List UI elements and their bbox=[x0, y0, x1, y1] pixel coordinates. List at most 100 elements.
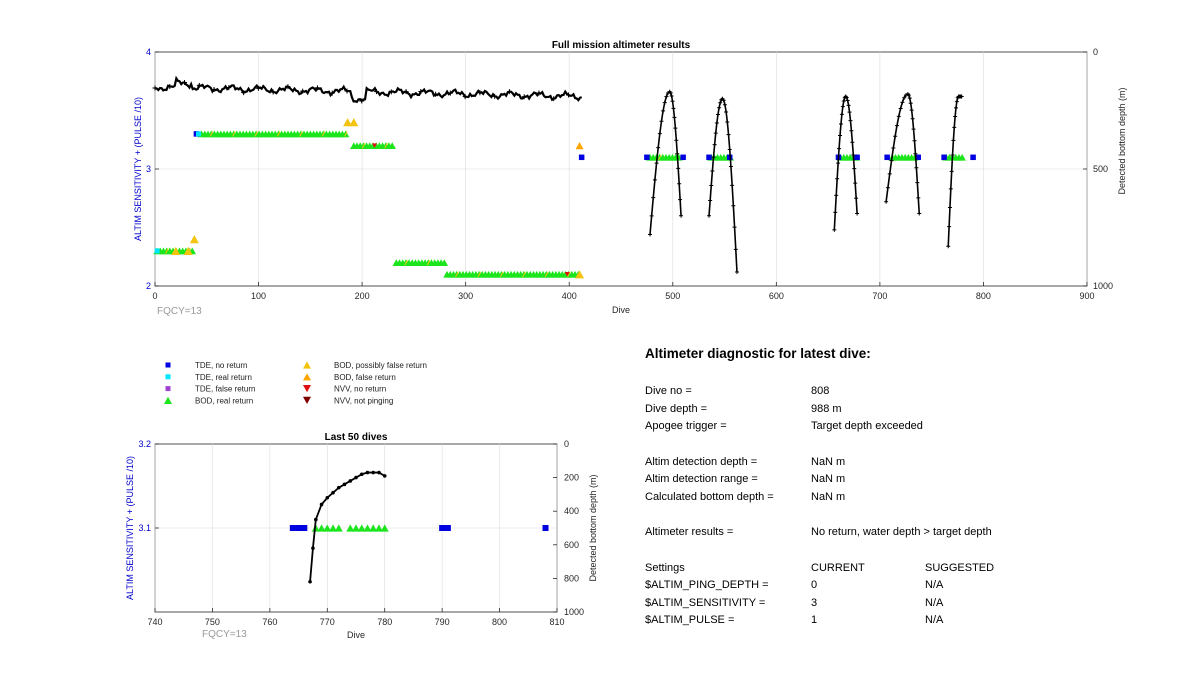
depth-arch-marker bbox=[727, 147, 732, 152]
depth-arch-marker bbox=[675, 151, 680, 156]
legend-label: NVV, no return bbox=[334, 385, 386, 394]
depth-arch-marker bbox=[734, 269, 739, 274]
depth-arch-marker bbox=[659, 119, 664, 124]
depth-arch-marker bbox=[894, 123, 899, 128]
bod-possible-false-marker bbox=[189, 235, 199, 244]
last-50-dives-chart: 740 750 760 770 780 790 800 810 3.1 3.2 0 200 400 6… bbox=[125, 432, 598, 640]
bod-real-marker bbox=[346, 524, 355, 532]
x-tick-label: 100 bbox=[251, 291, 266, 301]
depth-arch-marker bbox=[656, 145, 661, 150]
setting-current: 1 bbox=[811, 614, 818, 626]
bod-real-marker bbox=[317, 524, 326, 532]
legend: TDE, no return TDE, real return TDE, false… bbox=[164, 361, 427, 405]
depth-arch-marker bbox=[844, 95, 849, 100]
diagnostic-title: Altimeter diagnostic for latest dive: bbox=[645, 346, 871, 361]
depth-trace-marker bbox=[371, 470, 376, 475]
depth-trace-marker bbox=[506, 89, 512, 95]
bod-possible-fleck bbox=[522, 271, 526, 278]
tde-no-return-marker bbox=[542, 525, 549, 531]
bod-possible-fleck bbox=[658, 154, 662, 161]
bod-possible-false-marker bbox=[349, 118, 359, 127]
bod-real-marker bbox=[388, 142, 396, 149]
depth-arch-marker bbox=[898, 106, 903, 111]
dive-no-row: Dive no = 808 bbox=[645, 383, 1185, 401]
depth-arch-marker bbox=[731, 203, 736, 208]
bod-possible-fleck bbox=[567, 271, 571, 278]
depth-arch-marker bbox=[947, 224, 952, 229]
bod-possible-fleck bbox=[404, 259, 408, 266]
depth-arch-marker bbox=[707, 213, 712, 218]
depth-arch-marker bbox=[887, 171, 892, 176]
depth-arch-marker bbox=[652, 177, 657, 182]
depth-arch-marker bbox=[885, 185, 890, 190]
calc-bottom-label: Calculated bottom depth = bbox=[645, 490, 774, 503]
depth-arch-marker bbox=[954, 99, 959, 104]
setting-row: $ALTIM_PULSE = 1 N/A bbox=[645, 612, 1185, 630]
tde-no-return-marker bbox=[644, 154, 650, 161]
depth-trace-marker bbox=[342, 482, 347, 487]
depth-arch-marker bbox=[911, 127, 916, 132]
dive-depth-label: Dive depth = bbox=[645, 402, 708, 415]
depth-arch-marker bbox=[909, 108, 914, 113]
depth-trace-marker bbox=[270, 89, 276, 95]
depth-trace-marker bbox=[365, 470, 370, 475]
main-chart-title: Full mission altimeter results bbox=[552, 40, 691, 51]
depth-arch-marker bbox=[855, 211, 860, 216]
apogee-row: Apogee trigger = Target depth exceeded bbox=[645, 418, 1185, 436]
depth-arch-marker bbox=[676, 166, 681, 171]
depth-arch-marker bbox=[852, 166, 857, 171]
legend-label: TDE, false return bbox=[195, 385, 255, 394]
depth-arch-marker bbox=[718, 100, 723, 105]
y-left-tick-label: 2 bbox=[146, 281, 151, 291]
depth-arch-marker bbox=[837, 146, 842, 151]
depth-arch-marker bbox=[711, 155, 716, 160]
dive-depth-row: Dive depth = 988 m bbox=[645, 401, 1185, 419]
depth-trace-marker bbox=[359, 98, 365, 104]
bod-real-marker bbox=[363, 524, 372, 532]
depth-arch-marker bbox=[673, 126, 678, 131]
depth-arch-marker bbox=[730, 183, 735, 188]
tde-no-return-marker bbox=[680, 154, 686, 161]
small-marks bbox=[289, 524, 549, 532]
dive-no-label: Dive no = bbox=[645, 385, 692, 397]
depth-arch-marker bbox=[889, 158, 894, 163]
depth-arch-marker bbox=[657, 131, 662, 136]
depth-arch-marker bbox=[946, 244, 951, 249]
bod-possible-fleck bbox=[276, 131, 281, 137]
y-right-tick-label: 600 bbox=[564, 540, 579, 550]
depth-trace-marker bbox=[492, 93, 498, 99]
depth-trace-marker bbox=[255, 85, 261, 91]
depth-trace-marker bbox=[325, 495, 330, 500]
y-right-tick-label: 0 bbox=[1093, 47, 1098, 57]
depth-arch-marker bbox=[732, 225, 737, 230]
y-right-tick-label: 0 bbox=[564, 439, 569, 449]
depth-arch-marker bbox=[832, 227, 837, 232]
tde-no-return-marker bbox=[970, 154, 976, 161]
depth-arch-marker bbox=[717, 105, 722, 110]
depth-arch-marker bbox=[917, 211, 922, 216]
apogee-label: Apogee trigger = bbox=[645, 420, 727, 432]
depth-arch-marker bbox=[838, 122, 843, 127]
depth-arch-marker bbox=[851, 152, 856, 157]
depth-arch-marker bbox=[722, 102, 727, 107]
depth-trace-marker bbox=[152, 85, 158, 91]
bod-possible-fleck bbox=[299, 131, 303, 137]
small-depth-trace bbox=[308, 470, 387, 584]
depth-arch-marker bbox=[674, 138, 679, 143]
setting-name: $ALTIM_PULSE = bbox=[645, 614, 735, 626]
depth-arch-marker bbox=[914, 165, 919, 170]
dive-depth-value: 988 m bbox=[811, 402, 842, 415]
depth-arch-marker bbox=[651, 195, 656, 200]
depth-trace-marker bbox=[300, 88, 306, 94]
bod-real-marker bbox=[334, 524, 343, 532]
small-y-right-label: Detected bottom depth (m) bbox=[588, 474, 598, 581]
setting-row: $ALTIM_PING_DEPTH = 0 N/A bbox=[645, 577, 1185, 595]
depth-arch-marker bbox=[953, 114, 958, 119]
depth-trace-marker bbox=[374, 89, 380, 95]
small-fqcy-annotation: FQCY=13 bbox=[202, 629, 247, 640]
depth-arch-marker bbox=[733, 247, 738, 252]
depth-arch-marker bbox=[912, 138, 917, 143]
depth-arch-marker bbox=[661, 108, 666, 113]
legend-triangle-down-marker bbox=[303, 396, 311, 404]
detect-depth-value: NaN m bbox=[811, 455, 846, 468]
